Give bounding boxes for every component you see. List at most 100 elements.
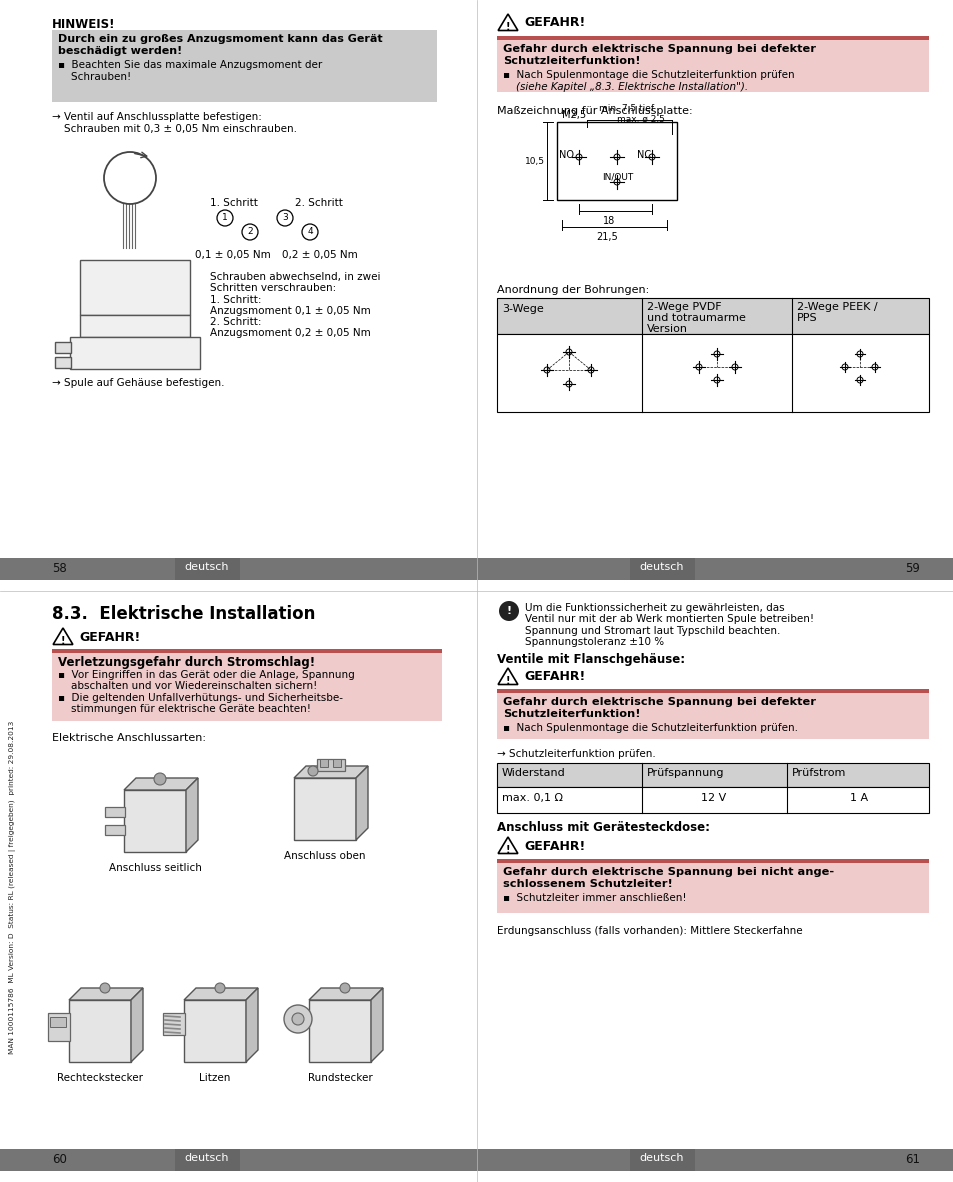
Text: Anschluss mit Gerätesteckdose:: Anschluss mit Gerätesteckdose: [497,821,709,834]
Bar [0,0,476,591]
Text: PPS: PPS [796,313,817,323]
Text: Prüfstrom: Prüfstrom [791,768,845,778]
Text: schlossenem Schutzleiter!: schlossenem Schutzleiter! [502,879,672,889]
Text: Prüfspannung: Prüfspannung [646,768,723,778]
Text: NO: NO [558,150,574,160]
Text: Anzugsmoment 0,2 ± 0,05 Nm: Anzugsmoment 0,2 ± 0,05 Nm [210,327,371,338]
Polygon shape [131,988,143,1061]
Text: 4: 4 [307,227,313,236]
Text: 10,5: 10,5 [524,157,544,165]
Bar [50,1017,66,1027]
Text: 2. Schritt:: 2. Schritt: [210,317,261,327]
Circle shape [242,225,257,240]
Bar [497,40,928,92]
Bar [629,558,695,580]
Text: ▪  Beachten Sie das maximale Anzugsmoment der: ▪ Beachten Sie das maximale Anzugsmoment… [58,60,322,70]
Bar [0,1149,476,1171]
Bar [497,689,928,693]
Polygon shape [309,988,382,1000]
Bar [52,652,441,721]
Text: Erdungsanschluss (falls vorhanden): Mittlere Steckerfahne: Erdungsanschluss (falls vorhanden): Mitt… [497,926,801,936]
Text: 2: 2 [247,227,253,236]
Text: Ventil nur mit der ab Werk montierten Spule betreiben!: Ventil nur mit der ab Werk montierten Sp… [524,613,813,624]
Text: Durch ein zu großes Anzugsmoment kann das Gerät: Durch ein zu großes Anzugsmoment kann da… [58,34,382,44]
Text: Widerstand: Widerstand [501,768,565,778]
Circle shape [100,983,110,993]
Circle shape [308,766,317,777]
Polygon shape [69,988,143,1000]
Text: Maßzeichnung für Anschlussplatte:: Maßzeichnung für Anschlussplatte: [497,106,692,116]
Text: Spannung und Stromart laut Typschild beachten.: Spannung und Stromart laut Typschild bea… [524,626,780,636]
Text: !: ! [506,606,511,616]
Bar [0,591,476,1182]
Bar [476,591,953,1182]
Bar [174,558,240,580]
Text: max. ø 2,5: max. ø 2,5 [617,115,664,124]
Text: Elektrische Anschlussarten:: Elektrische Anschlussarten: [52,733,206,743]
Bar [105,807,125,817]
Text: max. 0,1 Ω: max. 0,1 Ω [501,793,562,803]
Text: Rechteckstecker: Rechteckstecker [57,1073,143,1083]
Text: Anordnung der Bohrungen:: Anordnung der Bohrungen: [497,285,649,296]
Text: deutsch: deutsch [639,561,683,572]
Circle shape [292,1013,304,1025]
Text: 0,2 ± 0,05 Nm: 0,2 ± 0,05 Nm [282,251,357,260]
Text: GEFAHR!: GEFAHR! [523,17,584,30]
Bar [629,1149,695,1171]
Polygon shape [246,988,257,1061]
Bar [476,558,953,580]
Polygon shape [184,988,257,1000]
Bar [333,759,340,767]
Bar [174,1149,240,1171]
Circle shape [498,600,518,621]
Bar [319,759,328,767]
Bar [497,787,928,813]
Bar [69,1000,131,1061]
Polygon shape [371,988,382,1061]
Polygon shape [186,778,198,852]
Polygon shape [294,766,368,778]
Text: 1: 1 [222,214,228,222]
Circle shape [339,983,350,993]
Text: 61: 61 [904,1152,919,1165]
Text: ▪  Nach Spulenmontage die Schutzleiterfunktion prüfen: ▪ Nach Spulenmontage die Schutzleiterfun… [502,70,794,80]
Text: NC: NC [637,150,651,160]
Bar [184,1000,246,1061]
Text: 8.3.  Elektrische Installation: 8.3. Elektrische Installation [52,605,315,623]
Text: → Ventil auf Anschlussplatte befestigen:: → Ventil auf Anschlussplatte befestigen: [52,112,262,122]
Text: (siehe Kapitel „8.3. Elektrische Installation").: (siehe Kapitel „8.3. Elektrische Install… [502,82,747,92]
Text: MAN 1000115786  ML Version: D  Status: RL (released | freigegeben)  printed: 29.: MAN 1000115786 ML Version: D Status: RL … [10,720,16,1053]
Text: Litzen: Litzen [199,1073,231,1083]
Text: Anzugsmoment 0,1 ± 0,05 Nm: Anzugsmoment 0,1 ± 0,05 Nm [210,306,371,316]
Text: 59: 59 [904,561,919,574]
Text: !: ! [505,676,510,686]
Text: stimmungen für elektrische Geräte beachten!: stimmungen für elektrische Geräte beacht… [58,704,311,714]
Text: ▪  Schutzleiter immer anschließen!: ▪ Schutzleiter immer anschließen! [502,892,686,903]
Text: min. 7,5 tief: min. 7,5 tief [598,104,654,113]
Text: ▪  Vor Eingriffen in das Gerät oder die Anlage, Spannung: ▪ Vor Eingriffen in das Gerät oder die A… [58,670,355,680]
Bar [316,759,345,771]
Bar [497,35,928,40]
Bar [163,1013,185,1035]
Bar [80,260,190,314]
Bar [497,693,928,739]
Text: 0,1 ± 0,05 Nm: 0,1 ± 0,05 Nm [194,251,271,260]
Text: Anschluss seitlich: Anschluss seitlich [109,863,201,873]
Bar [497,863,928,913]
Text: Gefahr durch elektrische Spannung bei defekter: Gefahr durch elektrische Spannung bei de… [502,697,815,707]
Text: 58: 58 [52,561,67,574]
Text: Schutzleiterfunktion!: Schutzleiterfunktion! [502,709,639,719]
Text: Schrauben abwechselnd, in zwei: Schrauben abwechselnd, in zwei [210,272,380,282]
Text: Um die Funktionssicherheit zu gewährleisten, das: Um die Funktionssicherheit zu gewährleis… [524,603,783,613]
Text: 1. Schritt: 1. Schritt [210,199,257,208]
Text: 2-Wege PEEK /: 2-Wege PEEK / [796,301,877,312]
Text: 3-Wege: 3-Wege [501,304,543,314]
Text: Gefahr durch elektrische Spannung bei defekter: Gefahr durch elektrische Spannung bei de… [502,44,815,54]
Text: 1 A: 1 A [849,793,867,803]
Text: Gefahr durch elektrische Spannung bei nicht ange-: Gefahr durch elektrische Spannung bei ni… [502,868,833,877]
Bar [48,1013,70,1041]
Text: IN/OUT: IN/OUT [601,173,633,181]
Text: GEFAHR!: GEFAHR! [79,631,140,644]
Text: Spannungstoleranz ±10 %: Spannungstoleranz ±10 % [524,637,663,647]
Bar [55,357,71,368]
